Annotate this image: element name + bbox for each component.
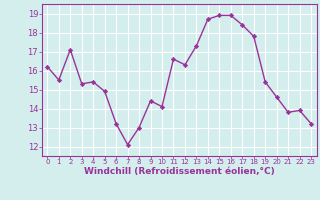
- X-axis label: Windchill (Refroidissement éolien,°C): Windchill (Refroidissement éolien,°C): [84, 167, 275, 176]
